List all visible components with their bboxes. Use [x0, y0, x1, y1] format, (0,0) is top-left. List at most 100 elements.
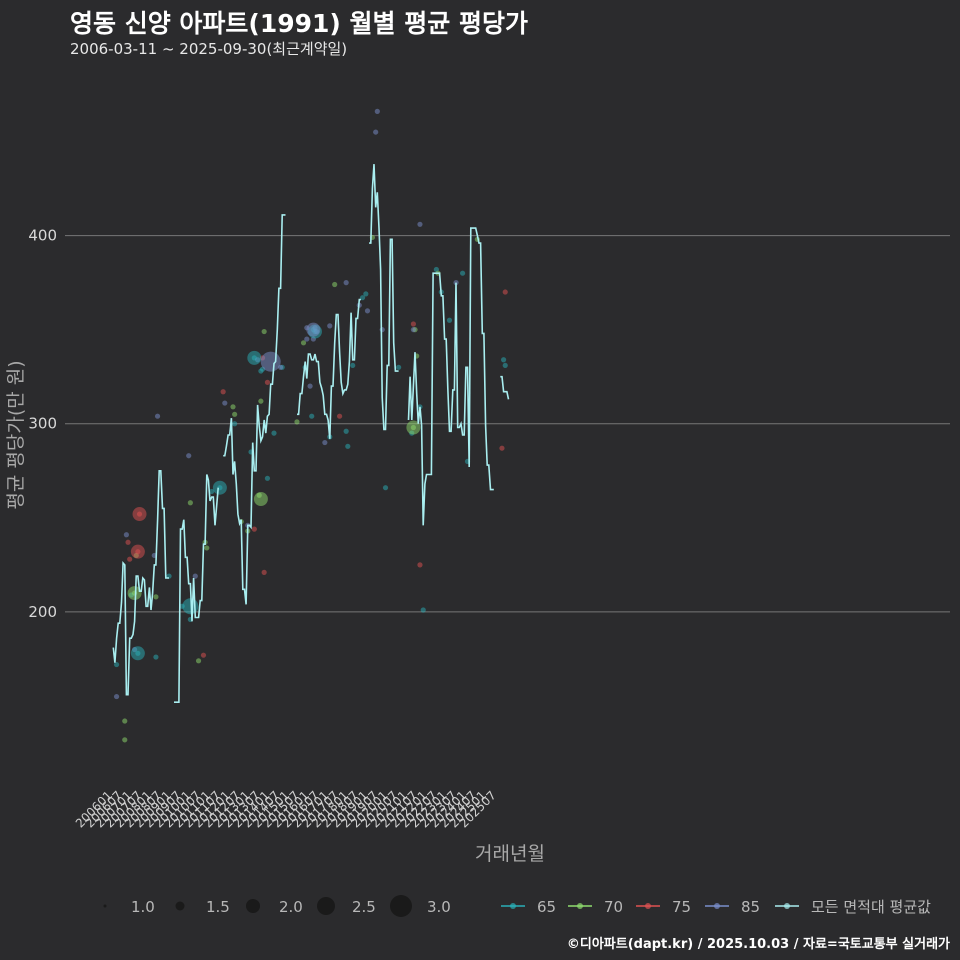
data-point-85	[307, 383, 313, 389]
data-point-70	[122, 718, 128, 724]
data-point-85	[113, 693, 120, 700]
data-point-65	[502, 362, 508, 369]
grid-lines	[65, 235, 950, 613]
legend-color-label: 모든 면적대 평균값	[811, 898, 931, 916]
data-point-65	[350, 362, 356, 369]
data-bubble-65	[247, 350, 262, 365]
data-point-70	[232, 411, 238, 417]
scatter-points	[113, 108, 508, 743]
data-point-85	[186, 453, 192, 459]
data-point-75	[127, 556, 133, 562]
data-point-75	[251, 526, 257, 532]
data-point-75	[417, 562, 423, 568]
data-point-65	[113, 661, 120, 668]
data-point-85	[343, 280, 349, 286]
data-point-65	[382, 485, 389, 491]
legend-color-label: 75	[672, 898, 691, 916]
average-line	[112, 164, 510, 703]
data-point-70	[230, 404, 236, 410]
data-point-70	[153, 594, 159, 600]
data-point-75	[337, 413, 343, 419]
data-point-85	[374, 108, 380, 114]
y-tick-label: 200	[28, 603, 57, 621]
data-point-75	[502, 289, 508, 295]
legend-size-marker	[390, 895, 412, 917]
data-point-85	[410, 327, 416, 333]
data-point-75	[264, 379, 271, 385]
data-point-85	[373, 129, 379, 135]
data-point-65	[271, 430, 277, 436]
legend: 1.0 1.5 2.0 2.5 3.0 65 70 75 85 모든 면적대 평균값	[103, 895, 931, 917]
data-point-75	[261, 569, 267, 575]
data-point-85	[417, 221, 423, 227]
legend-size-label: 1.5	[206, 898, 230, 916]
y-axis: 200 300 400	[28, 227, 57, 621]
average-line-segment	[369, 164, 399, 431]
data-point-70	[195, 658, 202, 664]
data-point-70	[187, 500, 193, 506]
legend-size-label: 1.0	[131, 898, 155, 916]
y-axis-title: 평균 평당가(만 원)	[5, 360, 27, 509]
chart-subtitle: 2006-03-11 ~ 2025-09-30(최근계약일)	[70, 40, 348, 58]
legend-size-marker	[103, 904, 107, 908]
data-point-85	[222, 400, 228, 406]
data-point-75	[125, 539, 131, 545]
legend-color-dot	[714, 903, 720, 909]
legend-color-dot	[784, 903, 790, 909]
data-point-65	[309, 413, 315, 419]
data-point-85	[304, 336, 310, 342]
legend-size-marker	[317, 897, 335, 915]
source-caption: ©디아파트(dapt.kr) / 2025.10.03 / 자료=국토교통부 실…	[566, 937, 950, 952]
data-point-65	[460, 270, 466, 276]
data-point-65	[343, 428, 349, 434]
average-line-segment	[174, 474, 219, 703]
average-line-segment	[223, 214, 286, 605]
data-point-70	[122, 737, 128, 743]
data-point-65	[209, 488, 215, 495]
data-point-65	[420, 607, 426, 613]
legend-color-dot	[510, 903, 516, 909]
legend-color-dot	[645, 903, 651, 909]
legend-size-marker	[175, 901, 185, 911]
data-point-85	[379, 327, 385, 333]
data-point-70	[261, 328, 267, 335]
data-point-65	[359, 295, 366, 301]
legend-size-label: 2.5	[352, 898, 376, 916]
data-point-65	[264, 475, 271, 481]
average-line-segment	[500, 375, 510, 400]
x-axis: 2006012006072007012007072008012008072009…	[73, 788, 499, 830]
legend-size-label: 2.0	[279, 898, 303, 916]
data-point-85	[327, 323, 333, 329]
data-point-65	[153, 654, 159, 660]
data-point-65	[363, 291, 369, 297]
data-bubble-70	[127, 586, 142, 601]
legend-size-label: 3.0	[427, 898, 451, 916]
legend-size-marker	[246, 899, 260, 913]
legend-color-dot	[577, 903, 583, 909]
data-point-75	[200, 652, 207, 658]
data-bubble-70	[253, 492, 268, 506]
data-bubble-75	[130, 544, 145, 559]
data-point-85	[364, 308, 371, 314]
data-point-65	[396, 364, 402, 370]
data-bubble-75	[132, 507, 147, 522]
data-point-70	[332, 281, 338, 288]
data-point-85	[192, 573, 198, 579]
data-bubble-65	[130, 646, 145, 661]
legend-color-label: 70	[604, 898, 623, 916]
average-line-segment	[407, 227, 494, 526]
data-point-65	[501, 357, 507, 363]
data-point-75	[410, 321, 416, 327]
y-tick-label: 400	[28, 227, 57, 245]
data-point-75	[499, 445, 505, 451]
y-tick-label: 300	[28, 415, 57, 433]
data-point-65	[232, 421, 238, 427]
legend-color-label: 65	[537, 898, 556, 916]
chart-title: 영동 신양 아파트(1991) 월별 평균 평당가	[70, 9, 528, 38]
data-point-65	[345, 443, 351, 449]
data-point-85	[154, 413, 161, 419]
data-bubble-85	[260, 351, 281, 372]
x-axis-title: 거래년월	[475, 843, 545, 865]
data-point-70	[258, 398, 264, 404]
